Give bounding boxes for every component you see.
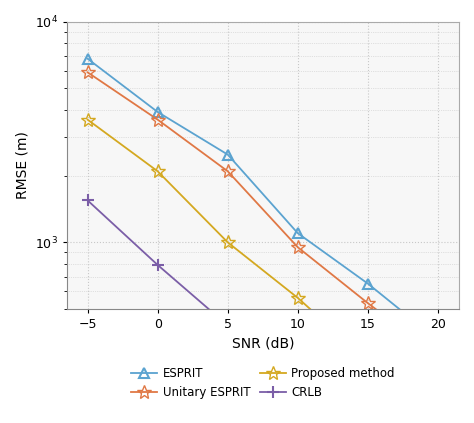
Unitary ESPRIT — [155, 117, 161, 122]
Proposed method — [365, 358, 371, 363]
Unitary ESPRIT — [85, 70, 91, 75]
Unitary ESPRIT — [435, 354, 441, 359]
Line: CRLB: CRLB — [82, 195, 444, 423]
Proposed method — [155, 169, 161, 174]
Proposed method — [295, 295, 301, 300]
Line: Proposed method: Proposed method — [81, 113, 445, 416]
CRLB — [85, 198, 91, 203]
CRLB — [365, 418, 371, 423]
Line: Unitary ESPRIT: Unitary ESPRIT — [81, 66, 445, 363]
Line: ESPRIT: ESPRIT — [83, 54, 443, 345]
Proposed method — [435, 407, 441, 412]
CRLB — [225, 323, 231, 328]
ESPRIT — [365, 281, 371, 286]
Proposed method — [85, 117, 91, 122]
Unitary ESPRIT — [365, 301, 371, 306]
ESPRIT — [295, 231, 301, 236]
Legend: ESPRIT, Unitary ESPRIT, Proposed method, CRLB: ESPRIT, Unitary ESPRIT, Proposed method,… — [127, 363, 399, 402]
ESPRIT — [85, 56, 91, 61]
CRLB — [155, 262, 161, 267]
X-axis label: SNR (dB): SNR (dB) — [231, 336, 294, 350]
ESPRIT — [155, 110, 161, 115]
ESPRIT — [225, 152, 231, 157]
Y-axis label: RMSE (m): RMSE (m) — [15, 132, 29, 199]
ESPRIT — [435, 338, 441, 343]
Unitary ESPRIT — [295, 245, 301, 250]
Unitary ESPRIT — [225, 169, 231, 174]
Proposed method — [225, 240, 231, 245]
CRLB — [295, 379, 301, 384]
